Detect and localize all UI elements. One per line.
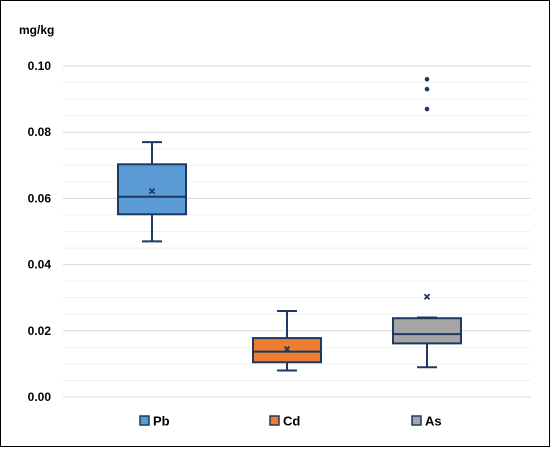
legend-swatch-as (411, 415, 422, 426)
mean-marker (283, 345, 291, 353)
y-tick-label: 0.04 (28, 258, 52, 272)
y-axis-label: mg/kg (19, 23, 54, 37)
y-axis-ticks: 0.00 0.02 0.04 0.06 0.08 0.10 (28, 59, 52, 404)
mean-marker (148, 187, 156, 195)
mean-marker (423, 293, 431, 300)
legend-label-cd: Cd (283, 414, 300, 429)
legend-label-as: As (425, 414, 442, 429)
y-tick-label: 0.10 (28, 59, 52, 73)
box-as (392, 76, 462, 369)
outlier-point (424, 86, 430, 92)
box-cd (252, 309, 322, 372)
legend-label-pb: Pb (153, 414, 170, 429)
y-tick-label: 0.08 (28, 125, 52, 139)
boxes (117, 76, 462, 372)
legend-swatch-pb (139, 415, 150, 426)
legend-swatch-cd (269, 415, 280, 426)
iqr-box (117, 163, 187, 216)
iqr-box (392, 317, 462, 345)
outlier-point (424, 106, 430, 112)
y-tick-label: 0.00 (28, 390, 52, 404)
outlier-point (424, 76, 430, 82)
y-tick-label: 0.02 (28, 324, 52, 338)
box-pb (117, 141, 187, 243)
legend: Pb Cd As (139, 414, 442, 429)
y-tick-label: 0.06 (28, 191, 52, 205)
